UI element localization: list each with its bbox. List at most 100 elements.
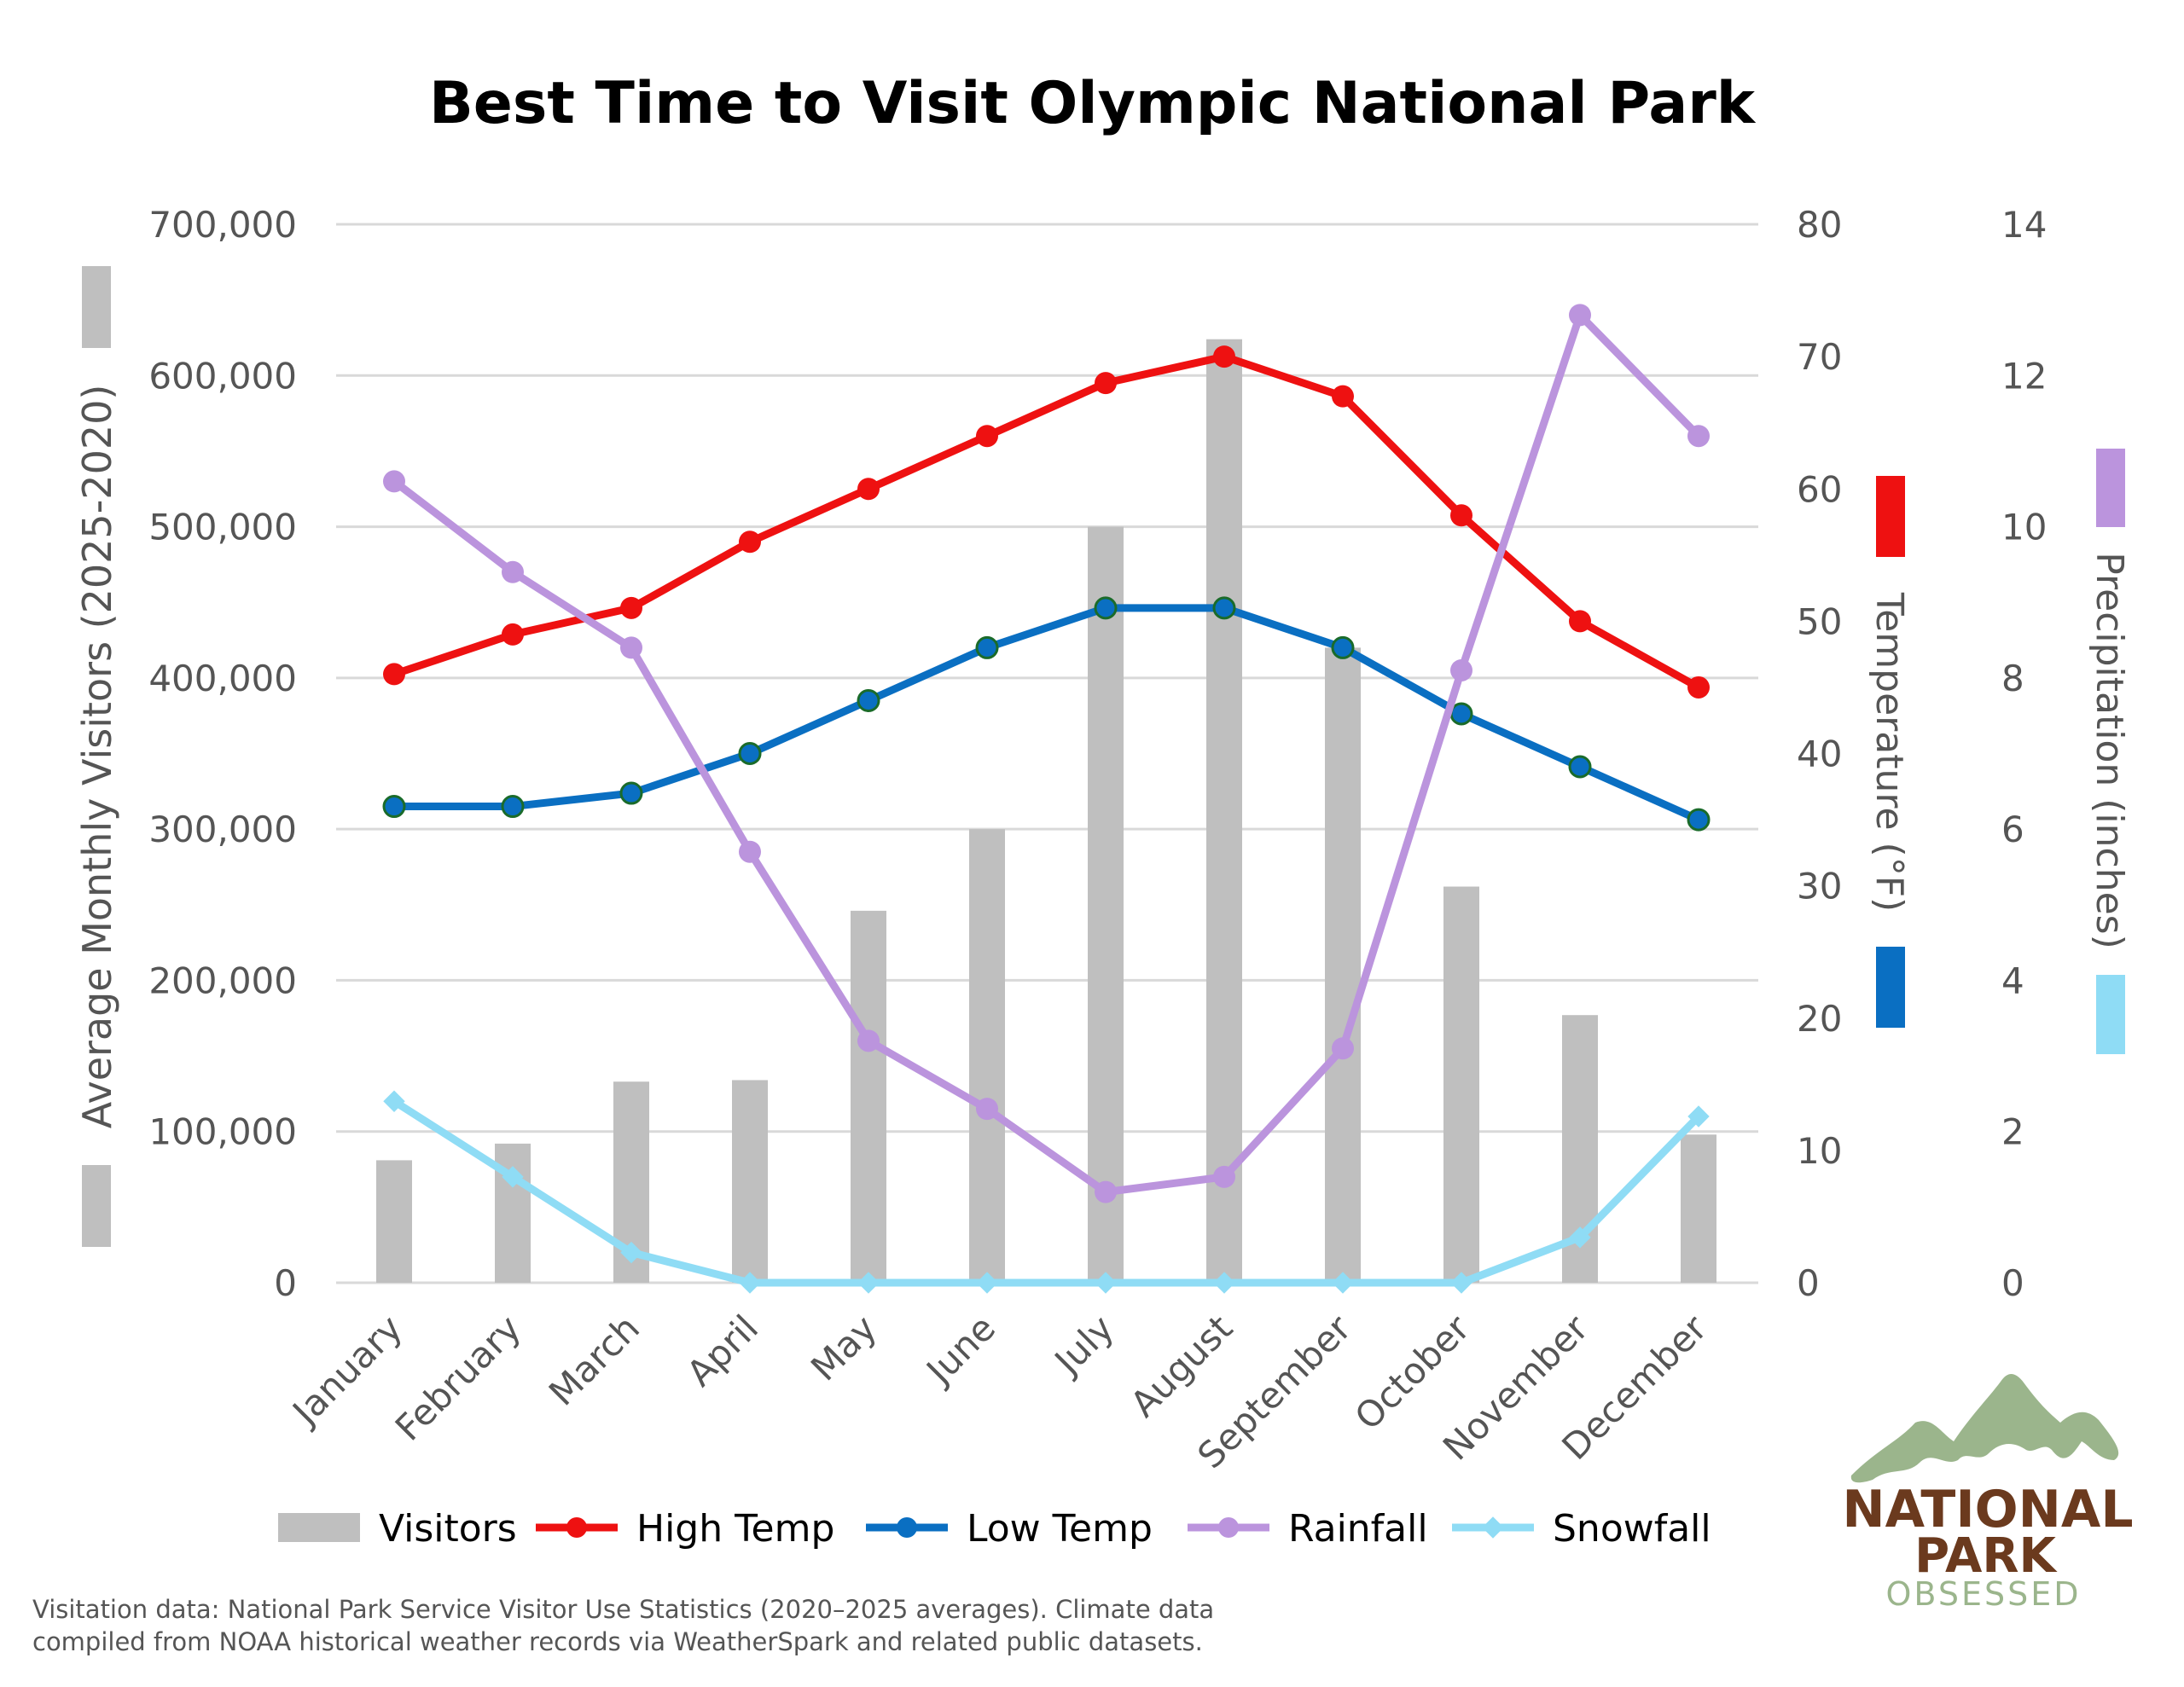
point-low-temp <box>975 635 999 659</box>
left-axis-swatch-top <box>82 266 111 348</box>
point-rainfall <box>383 470 405 493</box>
temp-tick-label: 0 <box>1797 1262 1820 1304</box>
lines <box>382 304 1711 1294</box>
left-tick-label: 300,000 <box>148 809 297 850</box>
precip-tick-label: 12 <box>2001 355 2047 397</box>
precip-tick-label: 4 <box>2001 959 2024 1001</box>
chart-title: Best Time to Visit Olympic National Park <box>429 70 1757 137</box>
line-snowfall <box>392 1098 1702 1287</box>
bar-visitors <box>1206 339 1242 1283</box>
precip-tick-label: 2 <box>2001 1111 2024 1153</box>
x-tick-label: May <box>803 1307 885 1388</box>
point-high-temp <box>1569 610 1591 633</box>
left-axis-swatch-bottom <box>82 1165 111 1247</box>
x-tick-label: July <box>1045 1307 1122 1383</box>
point-rainfall <box>976 1098 998 1121</box>
point-high-temp <box>502 623 524 646</box>
point-rainfall <box>620 636 642 659</box>
point-high-temp <box>620 596 642 619</box>
temp-tick-label: 80 <box>1797 204 1842 246</box>
precip-tick-label: 8 <box>2001 658 2024 699</box>
point-high-temp <box>1213 345 1235 368</box>
left-tick-label: 200,000 <box>148 959 297 1001</box>
precip-tick-label: 14 <box>2001 204 2047 246</box>
legend-label-high-temp: High Temp <box>636 1507 834 1551</box>
logo-park: PARK <box>1914 1528 2058 1584</box>
bar-visitors <box>1325 647 1361 1283</box>
legend-marker-snowfall <box>1482 1516 1504 1539</box>
legend-swatch-visitors <box>278 1513 360 1542</box>
left-tick-label: 400,000 <box>148 658 297 699</box>
point-high-temp <box>739 530 761 554</box>
precip-tick-label: 0 <box>2001 1262 2024 1304</box>
point-low-temp <box>1687 808 1711 832</box>
precip-tick-label: 10 <box>2001 507 2047 548</box>
footnote-line-1: Visitation data: National Park Service V… <box>32 1595 1215 1624</box>
bar-visitors <box>969 829 1005 1283</box>
legend-marker-high-temp <box>566 1517 587 1538</box>
x-tick-label: March <box>541 1307 648 1413</box>
temp-tick-label: 20 <box>1797 998 1842 1040</box>
point-low-temp <box>1212 596 1236 620</box>
point-low-temp <box>857 688 880 712</box>
point-rainfall <box>739 840 761 863</box>
point-low-temp <box>1094 596 1118 620</box>
point-high-temp <box>1332 385 1354 408</box>
point-rainfall <box>1687 425 1710 448</box>
point-rainfall <box>1095 1180 1117 1203</box>
bar-visitors <box>1088 526 1124 1283</box>
legend-label-rainfall: Rainfall <box>1288 1507 1428 1551</box>
left-tick-label: 500,000 <box>148 507 297 548</box>
point-low-temp <box>501 795 525 819</box>
logo-obsessed: OBSESSED <box>1886 1575 2082 1613</box>
line-rainfall <box>392 310 1702 1197</box>
bar-visitors <box>851 910 886 1283</box>
temp-axis-swatch-high <box>1876 476 1905 557</box>
logo-mountains <box>1850 1373 2119 1483</box>
tick-labels: 0 100,000 200,000 300,000 400,000 500,000 600,… <box>148 204 2047 1304</box>
precip-axis-title: Precipitation (inches) <box>2088 552 2131 949</box>
left-tick-label: 0 <box>274 1262 297 1304</box>
x-tick-label: April <box>679 1307 767 1394</box>
line-high-temp <box>392 352 1701 691</box>
x-tick-label: June <box>917 1307 1003 1393</box>
left-tick-label: 700,000 <box>148 204 297 246</box>
point-low-temp <box>738 742 762 765</box>
legend-label-low-temp: Low Temp <box>967 1507 1153 1551</box>
left-axis-title: Average Monthly Visitors (2025-2020) <box>74 385 120 1129</box>
gridlines <box>336 223 1758 1284</box>
logo: NATIONAL PARK OBSESSED <box>1842 1373 2134 1613</box>
point-rainfall <box>1332 1037 1354 1060</box>
left-tick-label: 100,000 <box>148 1111 297 1153</box>
temp-axis-swatch-low <box>1876 947 1905 1028</box>
temp-tick-label: 30 <box>1797 866 1842 907</box>
point-high-temp <box>857 478 880 501</box>
left-tick-label: 600,000 <box>148 355 297 397</box>
point-rainfall <box>1213 1165 1235 1188</box>
point-rainfall <box>1569 304 1591 327</box>
point-high-temp <box>383 663 405 686</box>
point-low-temp <box>382 795 406 819</box>
line-low-temp <box>394 604 1700 824</box>
point-low-temp <box>1568 755 1592 779</box>
temp-axis-title: Temperature (°F) <box>1867 592 1911 912</box>
point-high-temp <box>1095 372 1117 395</box>
point-low-temp <box>1449 702 1473 726</box>
legend-marker-rainfall <box>1218 1517 1239 1538</box>
precip-axis-swatch-rain <box>2096 449 2125 527</box>
bars <box>376 339 1716 1283</box>
bar-visitors <box>732 1080 768 1283</box>
legend-label-snowfall: Snowfall <box>1553 1507 1711 1551</box>
point-rainfall <box>502 560 524 583</box>
bar-visitors <box>1681 1134 1716 1283</box>
bar-visitors <box>1443 886 1479 1283</box>
temp-tick-label: 60 <box>1797 468 1842 510</box>
temp-tick-label: 10 <box>1797 1130 1842 1172</box>
precip-tick-label: 6 <box>2001 809 2024 850</box>
x-tick-label: February <box>387 1307 529 1448</box>
precip-axis-swatch-snow <box>2096 975 2125 1054</box>
temp-tick-label: 70 <box>1797 336 1842 378</box>
point-high-temp <box>1687 675 1710 699</box>
point-low-temp <box>1331 635 1355 659</box>
